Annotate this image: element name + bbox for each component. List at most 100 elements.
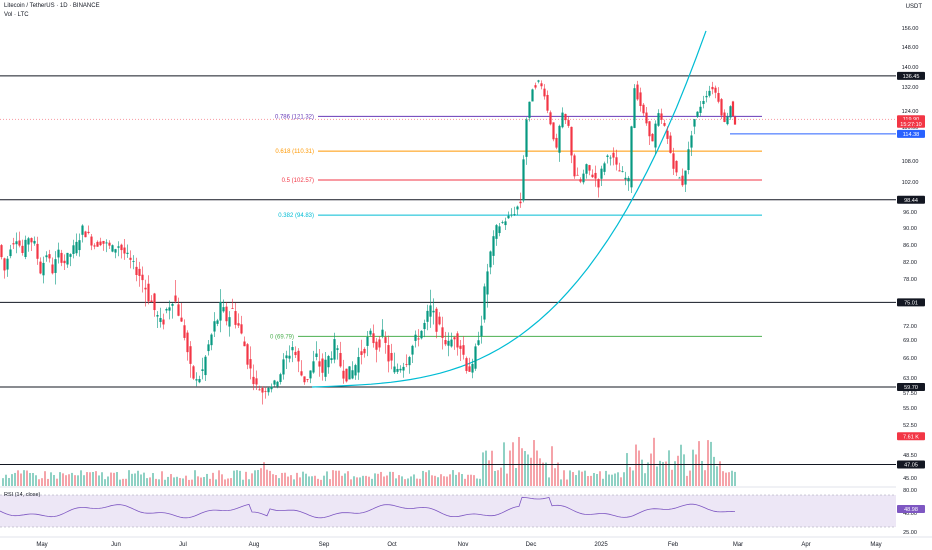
candle-body (279, 374, 282, 383)
candle-body (327, 356, 330, 368)
candle-body (66, 252, 69, 265)
candle-body (306, 379, 309, 380)
volume-bar (44, 471, 46, 486)
volume-bar (536, 450, 538, 486)
price-badge-label: 59.70 (904, 385, 918, 391)
volume-bar (119, 479, 121, 486)
volume-bar (590, 475, 592, 486)
candle-body (597, 179, 600, 188)
candle-body (372, 333, 375, 344)
price-axis[interactable]: 156.00 148.00 140.00 132.00 124.00 116.00 108.… (902, 26, 919, 482)
volume-bar (380, 471, 382, 486)
volume-bar (572, 472, 574, 486)
volume-bar (497, 470, 499, 486)
volume-bar (245, 471, 247, 486)
candle-body (321, 358, 324, 373)
horizontal-levels[interactable] (0, 75, 896, 466)
volume-bar (23, 470, 25, 486)
volume-bar (734, 471, 736, 486)
candle-body (375, 341, 378, 350)
volume-bar (212, 472, 214, 486)
volume-bar (359, 477, 361, 486)
volume-bar (221, 474, 223, 486)
candle-body (594, 172, 597, 179)
price-badge-label: 114.38 (903, 132, 919, 138)
volume-bar (668, 450, 670, 486)
candle-body (600, 168, 603, 179)
volume-bar (422, 470, 424, 486)
volume-bar (392, 471, 394, 486)
rsi-pane[interactable]: RSI (14, close) 80.00 40.00 25.00 48.98 (0, 486, 925, 536)
candle-body (408, 357, 411, 366)
candle-body (567, 120, 570, 126)
volume-bar (638, 450, 640, 486)
currency-label[interactable]: USDT (905, 4, 922, 10)
price-tick-label: 45.00 (903, 476, 917, 482)
fib-retracement[interactable]: 0.786 (121.32) 0.618 (110.31) 0.5 (102.57)… (270, 30, 762, 388)
volume-bar (395, 478, 397, 486)
time-axis[interactable]: May Jun Jul Aug Sep Oct Nov Dec 2025 Feb Mar Apr May (0, 536, 932, 548)
volume-bar (521, 448, 523, 486)
time-tick-label: Jul (179, 542, 187, 548)
candle-body (69, 254, 72, 257)
candle-body (15, 241, 18, 245)
fib-level-label: 0.5 (102.57) (282, 178, 314, 184)
parabolic-curve (311, 30, 707, 388)
candle-body (195, 379, 198, 381)
volume-bar (716, 466, 718, 486)
volume-bar (722, 471, 724, 486)
candle-body (177, 304, 180, 316)
candle-body (528, 101, 531, 118)
time-tick-label: Nov (458, 542, 469, 548)
candle-body (450, 339, 453, 347)
volume-bar (281, 472, 283, 486)
candle-body (105, 242, 108, 244)
candle-body (222, 307, 225, 312)
price-tick-label: 57.50 (903, 391, 917, 397)
candle-body (342, 370, 345, 379)
volume-bar (719, 461, 721, 486)
volume-bar (230, 478, 232, 486)
volume-bar (290, 475, 292, 486)
volume-bar (515, 468, 517, 486)
candle-body (354, 365, 357, 376)
price-tick-label: 90.00 (903, 226, 917, 232)
volume-bar (377, 473, 379, 486)
price-tick-label: 72.00 (903, 324, 917, 330)
volume-bar (491, 450, 493, 486)
candle-body (471, 363, 474, 373)
volume-bar (458, 472, 460, 486)
chart-title: Litecoin / TetherUS · 1D · BINANCE (4, 3, 100, 9)
volume-bar (20, 473, 22, 486)
candle-body (498, 226, 501, 234)
volume-bar (563, 470, 565, 486)
candle-body (411, 345, 414, 355)
volume-bar (128, 470, 130, 486)
candle-body (609, 157, 612, 159)
price-tick-label: 69.00 (903, 338, 917, 344)
volume-bar (665, 461, 667, 486)
candle-body (420, 330, 423, 339)
volume-bar (137, 470, 139, 486)
price-badge (897, 129, 925, 138)
volume-bar (173, 477, 175, 486)
candle-body (324, 359, 327, 377)
volume-bar (461, 474, 463, 486)
candle-body (60, 252, 63, 263)
candle-body (675, 160, 678, 173)
candle-body (165, 308, 168, 311)
volume-bar (203, 477, 205, 486)
candle-body (582, 173, 585, 183)
candle-body (168, 307, 171, 311)
volume-bar (179, 478, 181, 486)
candle-body (453, 337, 456, 340)
volume-bar (134, 473, 136, 486)
volume-bar (527, 454, 529, 486)
volume-bar (158, 479, 160, 486)
volume-bar (404, 479, 406, 486)
volume-bar (626, 453, 628, 486)
volume-bar (482, 452, 484, 486)
candle-body (552, 122, 555, 140)
volume-bar (695, 454, 697, 486)
